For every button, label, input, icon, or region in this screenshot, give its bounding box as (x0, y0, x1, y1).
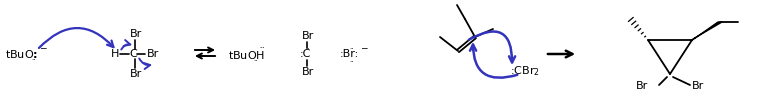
Text: H: H (111, 49, 119, 59)
Text: ..: .. (349, 57, 354, 63)
Text: Br: Br (302, 67, 314, 77)
Text: :CBr$_2$: :CBr$_2$ (510, 64, 540, 78)
Polygon shape (691, 22, 722, 41)
Text: tBuO$\bf{\colon}$: tBuO$\bf{\colon}$ (5, 48, 38, 60)
Text: C: C (129, 49, 136, 59)
Text: ..: .. (349, 44, 354, 50)
Text: $-$: $-$ (360, 42, 368, 51)
Text: $-$: $-$ (39, 42, 48, 51)
Text: :C: :C (300, 49, 310, 59)
Text: Br: Br (636, 81, 648, 91)
Text: :Br:: :Br: (340, 49, 360, 59)
Text: Br: Br (302, 31, 314, 41)
Text: Br: Br (130, 69, 142, 79)
Text: tBuO$\ddot{\rm{H}}$: tBuO$\ddot{\rm{H}}$ (228, 46, 265, 62)
Text: Br: Br (130, 29, 142, 39)
Text: ..: .. (305, 44, 309, 50)
Text: ..: .. (30, 55, 35, 61)
Text: Br: Br (147, 49, 159, 59)
Text: Br: Br (692, 81, 704, 91)
Text: ..: .. (253, 56, 257, 62)
